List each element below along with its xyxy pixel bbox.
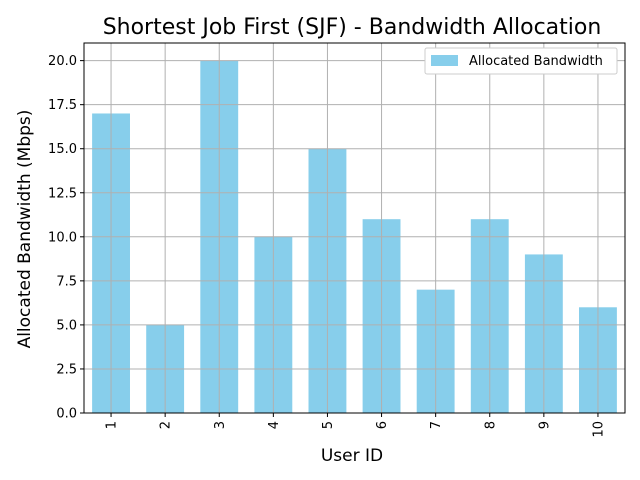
y-tick-label: 0.0: [56, 407, 77, 422]
x-tick-label: 3: [213, 421, 228, 429]
y-tick-label: 5.0: [56, 318, 77, 333]
chart-title: Shortest Job First (SJF) - Bandwidth All…: [103, 15, 602, 40]
y-tick-label: 12.5: [48, 186, 77, 201]
y-tick-label: 20.0: [48, 54, 77, 69]
x-tick-label: 9: [537, 421, 552, 429]
legend-swatch: [431, 55, 458, 66]
x-tick-label: 5: [321, 421, 336, 429]
x-tick-label: 7: [429, 421, 444, 429]
y-tick-label: 2.5: [56, 362, 77, 377]
y-tick-label: 10.0: [48, 230, 77, 245]
x-tick-label: 4: [267, 421, 282, 429]
y-axis-label: Allocated Bandwidth (Mbps): [15, 110, 35, 349]
x-tick-label: 1: [105, 421, 120, 429]
x-tick-label: 8: [483, 421, 498, 429]
y-tick-label: 17.5: [48, 98, 77, 113]
plot-area: 0.0 2.5 5.0 7.5 10.0 12.5 15.0 17.5 20.0 1 2 3 4 5 6 7 8…: [48, 42, 626, 438]
y-tick-label: 7.5: [56, 274, 77, 289]
axes-frame: [83, 42, 626, 414]
y-tick-label: 15.0: [48, 142, 77, 157]
legend-label: Allocated Bandwidth: [469, 54, 603, 69]
x-tick-label: 6: [375, 421, 390, 429]
x-tick-label: 10: [591, 421, 606, 438]
legend-box: [424, 47, 618, 75]
legend: Allocated Bandwidth: [424, 47, 618, 75]
x-axis-label: User ID: [321, 446, 383, 466]
x-tick-label: 2: [159, 421, 174, 429]
